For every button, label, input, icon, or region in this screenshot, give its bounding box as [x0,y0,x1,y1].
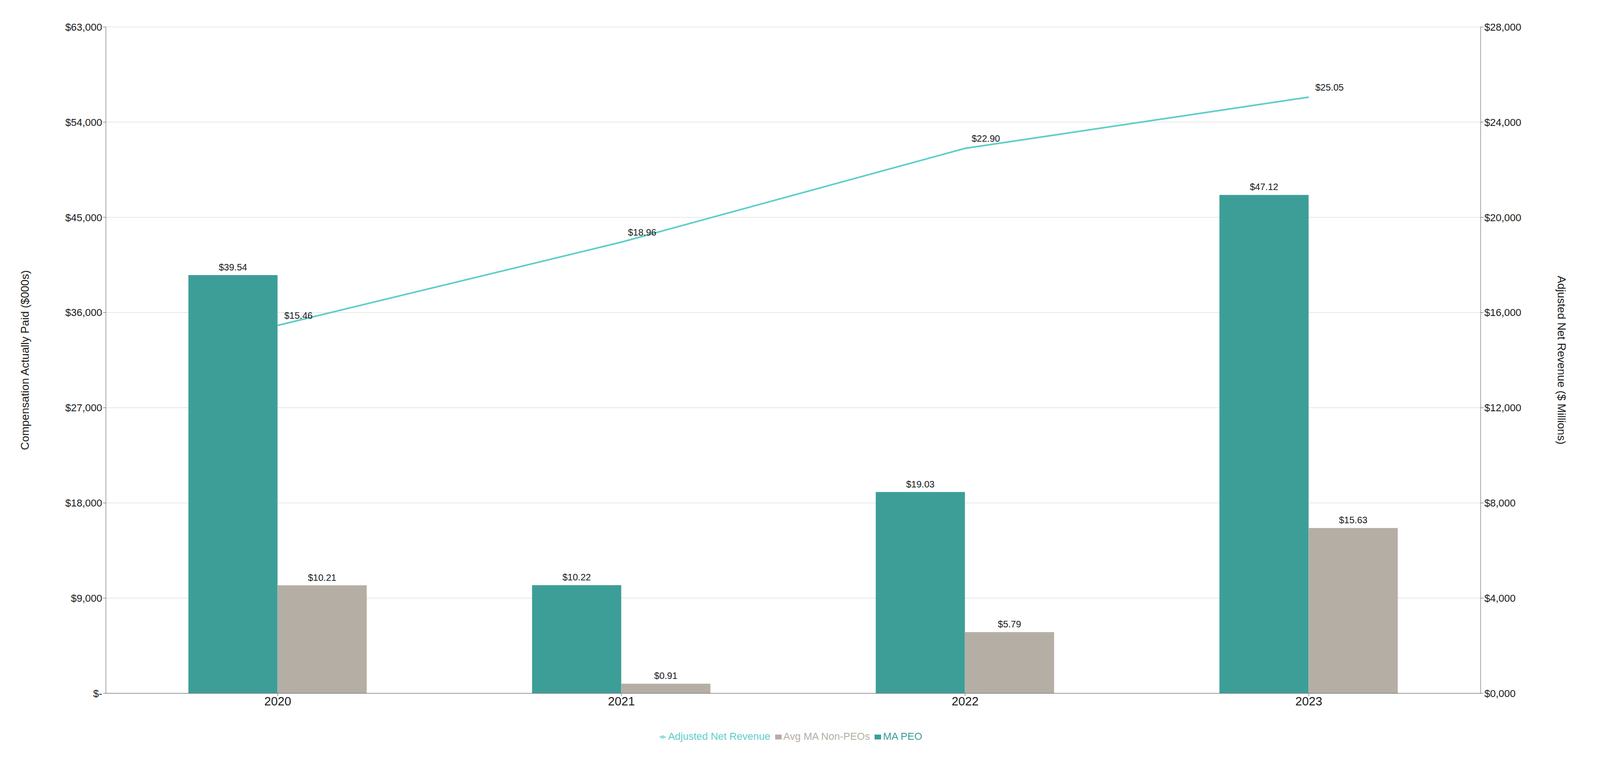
svg-text:$5.79: $5.79 [998,618,1022,629]
svg-text:$15.63: $15.63 [1338,514,1368,525]
svg-text:$9,000: $9,000 [71,592,103,604]
svg-text:$39.54: $39.54 [218,261,248,273]
svg-text:$10.22: $10.22 [562,571,591,582]
html-text:MA PEO: MA PEO [882,730,923,742]
svg-text:$15.46: $15.46 [284,310,313,321]
svg-text:$36,000: $36,000 [65,306,103,319]
svg-text:$-: $- [92,687,103,699]
svg-text:2023: 2023 [1295,693,1323,708]
svg-text:$12,000: $12,000 [1484,401,1522,414]
svg-text:2022: 2022 [951,693,979,708]
svg-text:Adjusted Net Revenue ($ Millio: Adjusted Net Revenue ($ Millions) [1555,275,1568,445]
html-text:Avg MA Non-PEOs: Avg MA Non-PEOs [783,730,870,742]
svg-text:2020: 2020 [264,693,292,708]
html-text:Adjusted Net Revenue: Adjusted Net Revenue [668,730,771,742]
svg-text:Compensation Actually Paid ($0: Compensation Actually Paid ($000s) [18,270,32,451]
svg-text:$20,000: $20,000 [1484,211,1522,224]
svg-text:$18,000: $18,000 [65,496,103,509]
svg-text:$25.05: $25.05 [1315,82,1344,93]
svg-text:$18.96: $18.96 [627,227,657,238]
svg-text:$47.12: $47.12 [1249,181,1279,192]
svg-text:$63,000: $63,000 [65,21,103,33]
svg-text:$22.90: $22.90 [971,133,1000,144]
svg-text:$54,000: $54,000 [65,116,103,129]
svg-text:2021: 2021 [607,693,635,708]
svg-text:$28,000: $28,000 [1484,21,1522,33]
svg-text:$19.03: $19.03 [906,478,935,490]
svg-text:$10.21: $10.21 [307,572,337,583]
svg-text:$27,000: $27,000 [65,401,103,414]
svg-text:$45,000: $45,000 [65,211,103,224]
svg-text:$8,000: $8,000 [1484,496,1516,509]
svg-text:$0,000: $0,000 [1484,687,1516,699]
svg-text:$16,000: $16,000 [1484,306,1522,319]
svg-text:$24,000: $24,000 [1484,116,1522,129]
svg-text:$4,000: $4,000 [1484,592,1516,604]
svg-text:$0.91: $0.91 [654,670,678,681]
